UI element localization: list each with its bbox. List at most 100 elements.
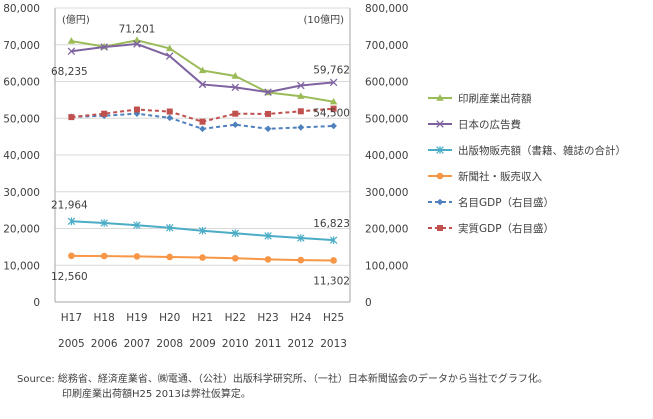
x-axis-tick-label: H20 [159, 312, 180, 324]
data-point [231, 121, 239, 129]
data-point [67, 37, 76, 44]
data-point [199, 125, 206, 133]
data-point [68, 252, 75, 260]
legend-marker [436, 146, 444, 154]
data-label: 11,302 [313, 275, 350, 287]
right-axis-unit: (10億円) [303, 13, 344, 26]
data-point [329, 97, 338, 105]
data-point [231, 83, 240, 92]
left-axis-tick-label: 60,000 [3, 77, 40, 89]
data-label: 59,762 [313, 64, 350, 76]
data-point [67, 47, 76, 55]
x-axis-year-label: 2013 [320, 338, 347, 350]
legend-label: 実質GDP（右目盛） [458, 222, 554, 235]
series [67, 217, 338, 244]
x-axis-year-label: 2006 [91, 338, 118, 350]
data-point [166, 44, 174, 52]
x-axis-tick-label: H24 [290, 312, 312, 324]
legend-item: 印刷産業出荷額 [428, 92, 532, 105]
series [68, 252, 337, 264]
data-point [232, 110, 239, 117]
data-point [264, 256, 272, 263]
x-axis-year-label: 2009 [189, 338, 216, 350]
legend-item: 日本の広告費 [428, 118, 521, 131]
legend-item: 新聞社・販売収入 [428, 170, 542, 183]
x-axis-tick-label: H22 [225, 312, 246, 324]
data-point [67, 217, 76, 226]
right-axis-tick-label: 0 [365, 297, 372, 309]
legend-label: 新聞社・販売収入 [458, 170, 542, 183]
data-point [100, 43, 108, 51]
left-axis-tick-label: 0 [33, 297, 40, 309]
legend-item: 出版物販売額（書籍、雑誌の合計） [428, 144, 626, 157]
data-point [101, 110, 108, 117]
x-axis-year-label: 2010 [222, 338, 249, 350]
data-point [297, 108, 304, 115]
left-axis-unit: (億円) [62, 13, 90, 26]
data-point [198, 66, 207, 74]
data-point [165, 223, 174, 232]
left-axis-tick-label: 20,000 [3, 224, 40, 236]
series-lines [67, 36, 338, 264]
right-axis-tick-label: 100,000 [365, 260, 408, 272]
data-label: 71,201 [119, 23, 156, 35]
data-point [265, 110, 272, 117]
data-label: 68,235 [51, 66, 88, 78]
left-axis-tick-label: 30,000 [3, 187, 40, 199]
data-point [133, 40, 141, 48]
source-note-2: 印刷産業出荷額H25 2013は弊社仮算定。 [62, 389, 251, 400]
data-point [133, 106, 140, 113]
data-point [166, 253, 174, 261]
data-point [133, 110, 141, 117]
legend-item: 名目GDP（右目盛） [428, 196, 554, 209]
x-axis-year-label: 2007 [124, 338, 151, 350]
data-point [231, 72, 239, 79]
data-point [330, 257, 337, 264]
data-label: 12,560 [51, 271, 88, 283]
data-point [68, 114, 75, 121]
data-point [165, 52, 174, 60]
right-axis-tick-label: 300,000 [365, 187, 408, 199]
data-point [330, 105, 337, 112]
x-axis-tick-label: H19 [126, 312, 147, 324]
left-axis-tick-label: 80,000 [3, 3, 40, 15]
legend-marker [437, 225, 443, 231]
data-point [166, 108, 173, 115]
legend-marker [436, 120, 444, 128]
data-point [100, 252, 108, 260]
legend-label: 名目GDP（右目盛） [458, 196, 554, 209]
x-axis-tick-label: H23 [257, 312, 278, 324]
data-point [297, 124, 305, 131]
x-axis-tick-label: H18 [94, 312, 115, 324]
right-axis-tick-label: 200,000 [365, 224, 408, 236]
data-point [297, 92, 305, 99]
data-point [100, 219, 108, 227]
source-note: Source: 総務省、経済産業省、㈱電通、（公社）出版科学研究所、（一社）日本… [17, 374, 548, 385]
data-label: 21,964 [51, 199, 88, 211]
left-axis-tick-label: 10,000 [3, 260, 40, 272]
series [67, 40, 338, 96]
data-point [297, 256, 305, 264]
data-point [133, 221, 141, 229]
data-point [199, 254, 206, 261]
data-point [264, 232, 272, 240]
legend-marker [436, 172, 444, 180]
data-label: 16,823 [313, 218, 350, 230]
right-axis-tick-label: 800,000 [365, 3, 408, 15]
data-point [264, 88, 272, 96]
x-axis-year-label: 2011 [255, 338, 282, 350]
axes: 0 10,000 20,000 30,000 40,000 50,000 60,000 70,… [3, 3, 408, 350]
data-point [231, 229, 240, 238]
data-point [166, 114, 174, 122]
x-axis-tick-label: H25 [323, 312, 344, 324]
x-axis-tick-label: H17 [61, 312, 82, 324]
right-axis-tick-label: 700,000 [365, 40, 408, 52]
legend-label: 出版物販売額（書籍、雑誌の合計） [458, 144, 626, 157]
data-point [329, 236, 338, 244]
right-axis-tick-label: 500,000 [365, 113, 408, 125]
legend-item: 実質GDP（右目盛） [428, 222, 554, 235]
data-labels: 71,201 54,500 68,235 59,762 21,964 16,823 12,5… [51, 23, 350, 287]
data-point [297, 81, 305, 90]
